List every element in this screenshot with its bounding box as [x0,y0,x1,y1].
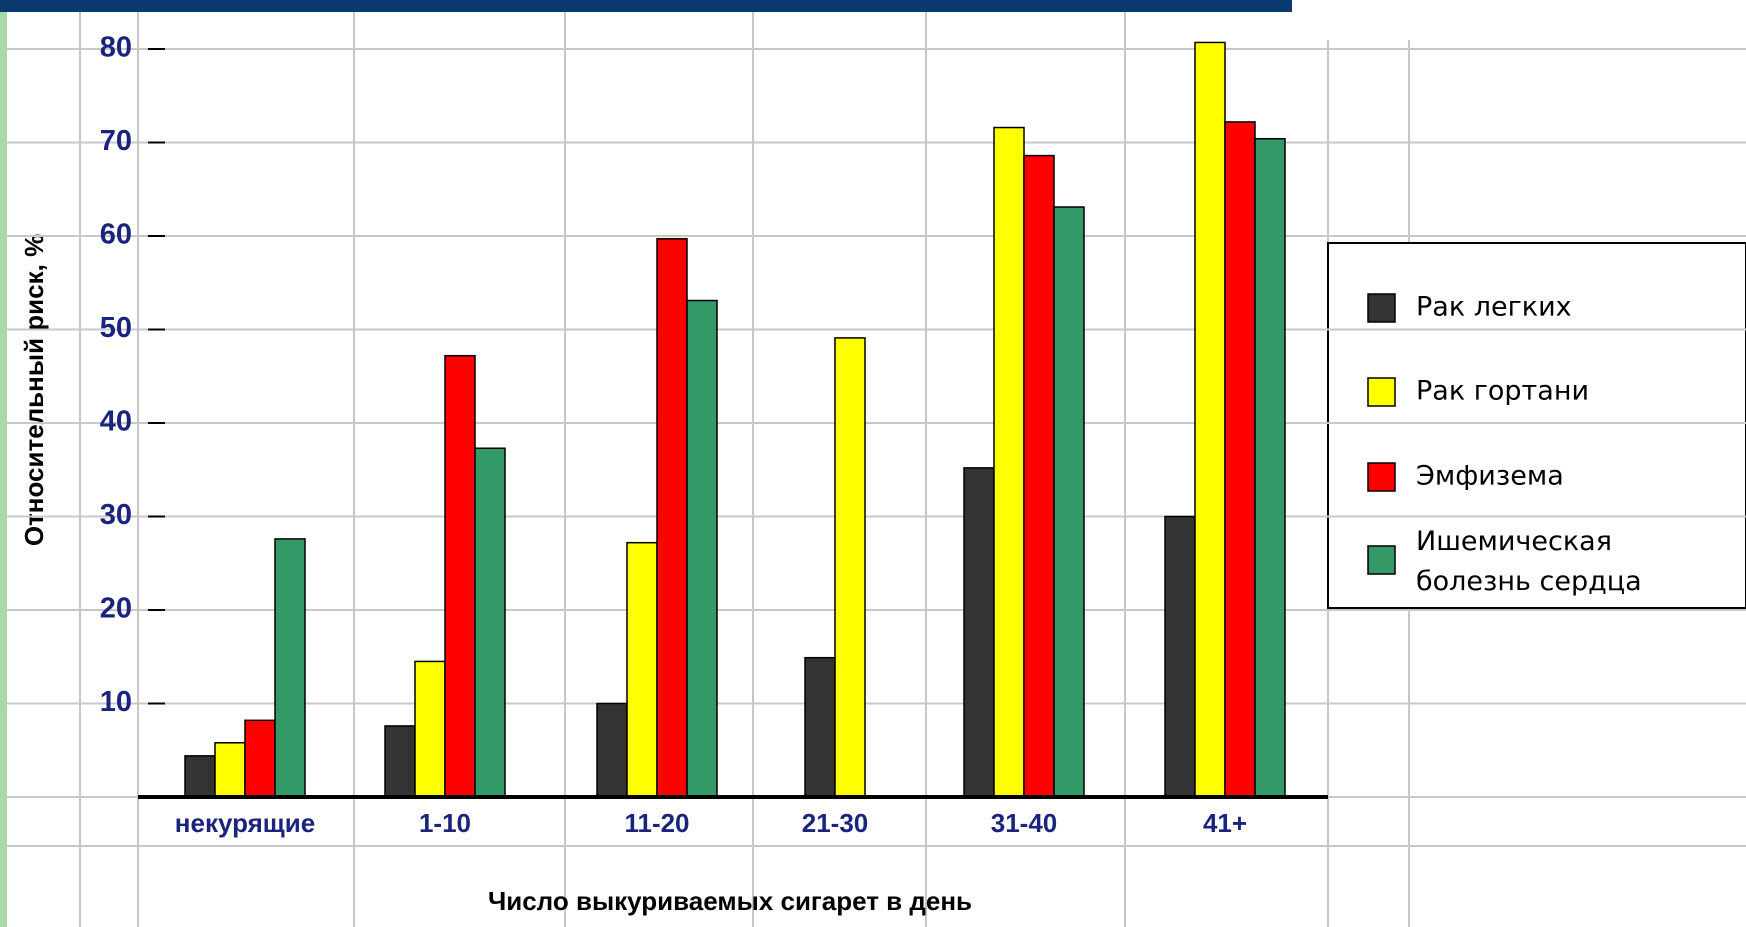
bar [834,337,866,798]
bar [1023,154,1055,798]
x-tick-label: 11-20 [624,808,689,838]
bar [804,656,836,798]
x-tick-label: 1-10 [419,808,471,838]
bar [474,447,506,798]
bar [274,538,306,798]
x-tick-label: 41+ [1203,808,1247,838]
y-tick-label: 20 [100,593,132,625]
bar [993,126,1025,798]
bar [384,725,416,798]
y-tick-label: 70 [100,125,132,157]
y-tick-label: 50 [100,312,132,344]
x-tick-label: некурящие [175,808,315,838]
x-tick-label: 31-40 [991,808,1058,838]
legend-label-line: болезнь сердца [1416,566,1642,597]
y-tick-label: 30 [100,499,132,531]
bar [1254,138,1286,798]
y-tick-label: 80 [100,32,132,64]
bar [1164,515,1196,798]
bar [626,541,658,798]
legend-label: Рак легких [1416,292,1572,323]
bar [444,354,476,798]
bar [656,238,688,798]
bar [244,719,276,798]
y-tick-label: 10 [100,686,132,718]
header-bar [0,0,1292,12]
legend-swatch [1367,462,1396,492]
bar [414,660,446,798]
legend-swatch [1367,293,1396,323]
bar [963,467,995,798]
legend-label: Ишемическая болезнь сердца [1416,526,1642,597]
legend-label: Эмфизема [1416,461,1564,492]
legend-box [1327,242,1746,609]
bar [1194,41,1226,798]
x-axis-label: Число выкуриваемых сигарет в день [488,886,972,916]
bar [686,299,718,798]
bar [1224,121,1256,798]
bar [1053,206,1085,798]
bar [214,742,246,798]
legend-label-line: Ишемическая [1416,526,1612,557]
bar [596,702,628,798]
side-strip [0,12,7,927]
legend-label: Рак гортани [1416,376,1589,407]
y-tick-label: 60 [100,219,132,251]
legend-swatch [1367,377,1396,407]
y-axis-label: Относительный риск, % [19,234,49,546]
bar [184,755,216,798]
y-tick-label: 40 [100,406,132,438]
legend-swatch [1367,545,1396,575]
x-tick-label: 21-30 [802,808,869,838]
